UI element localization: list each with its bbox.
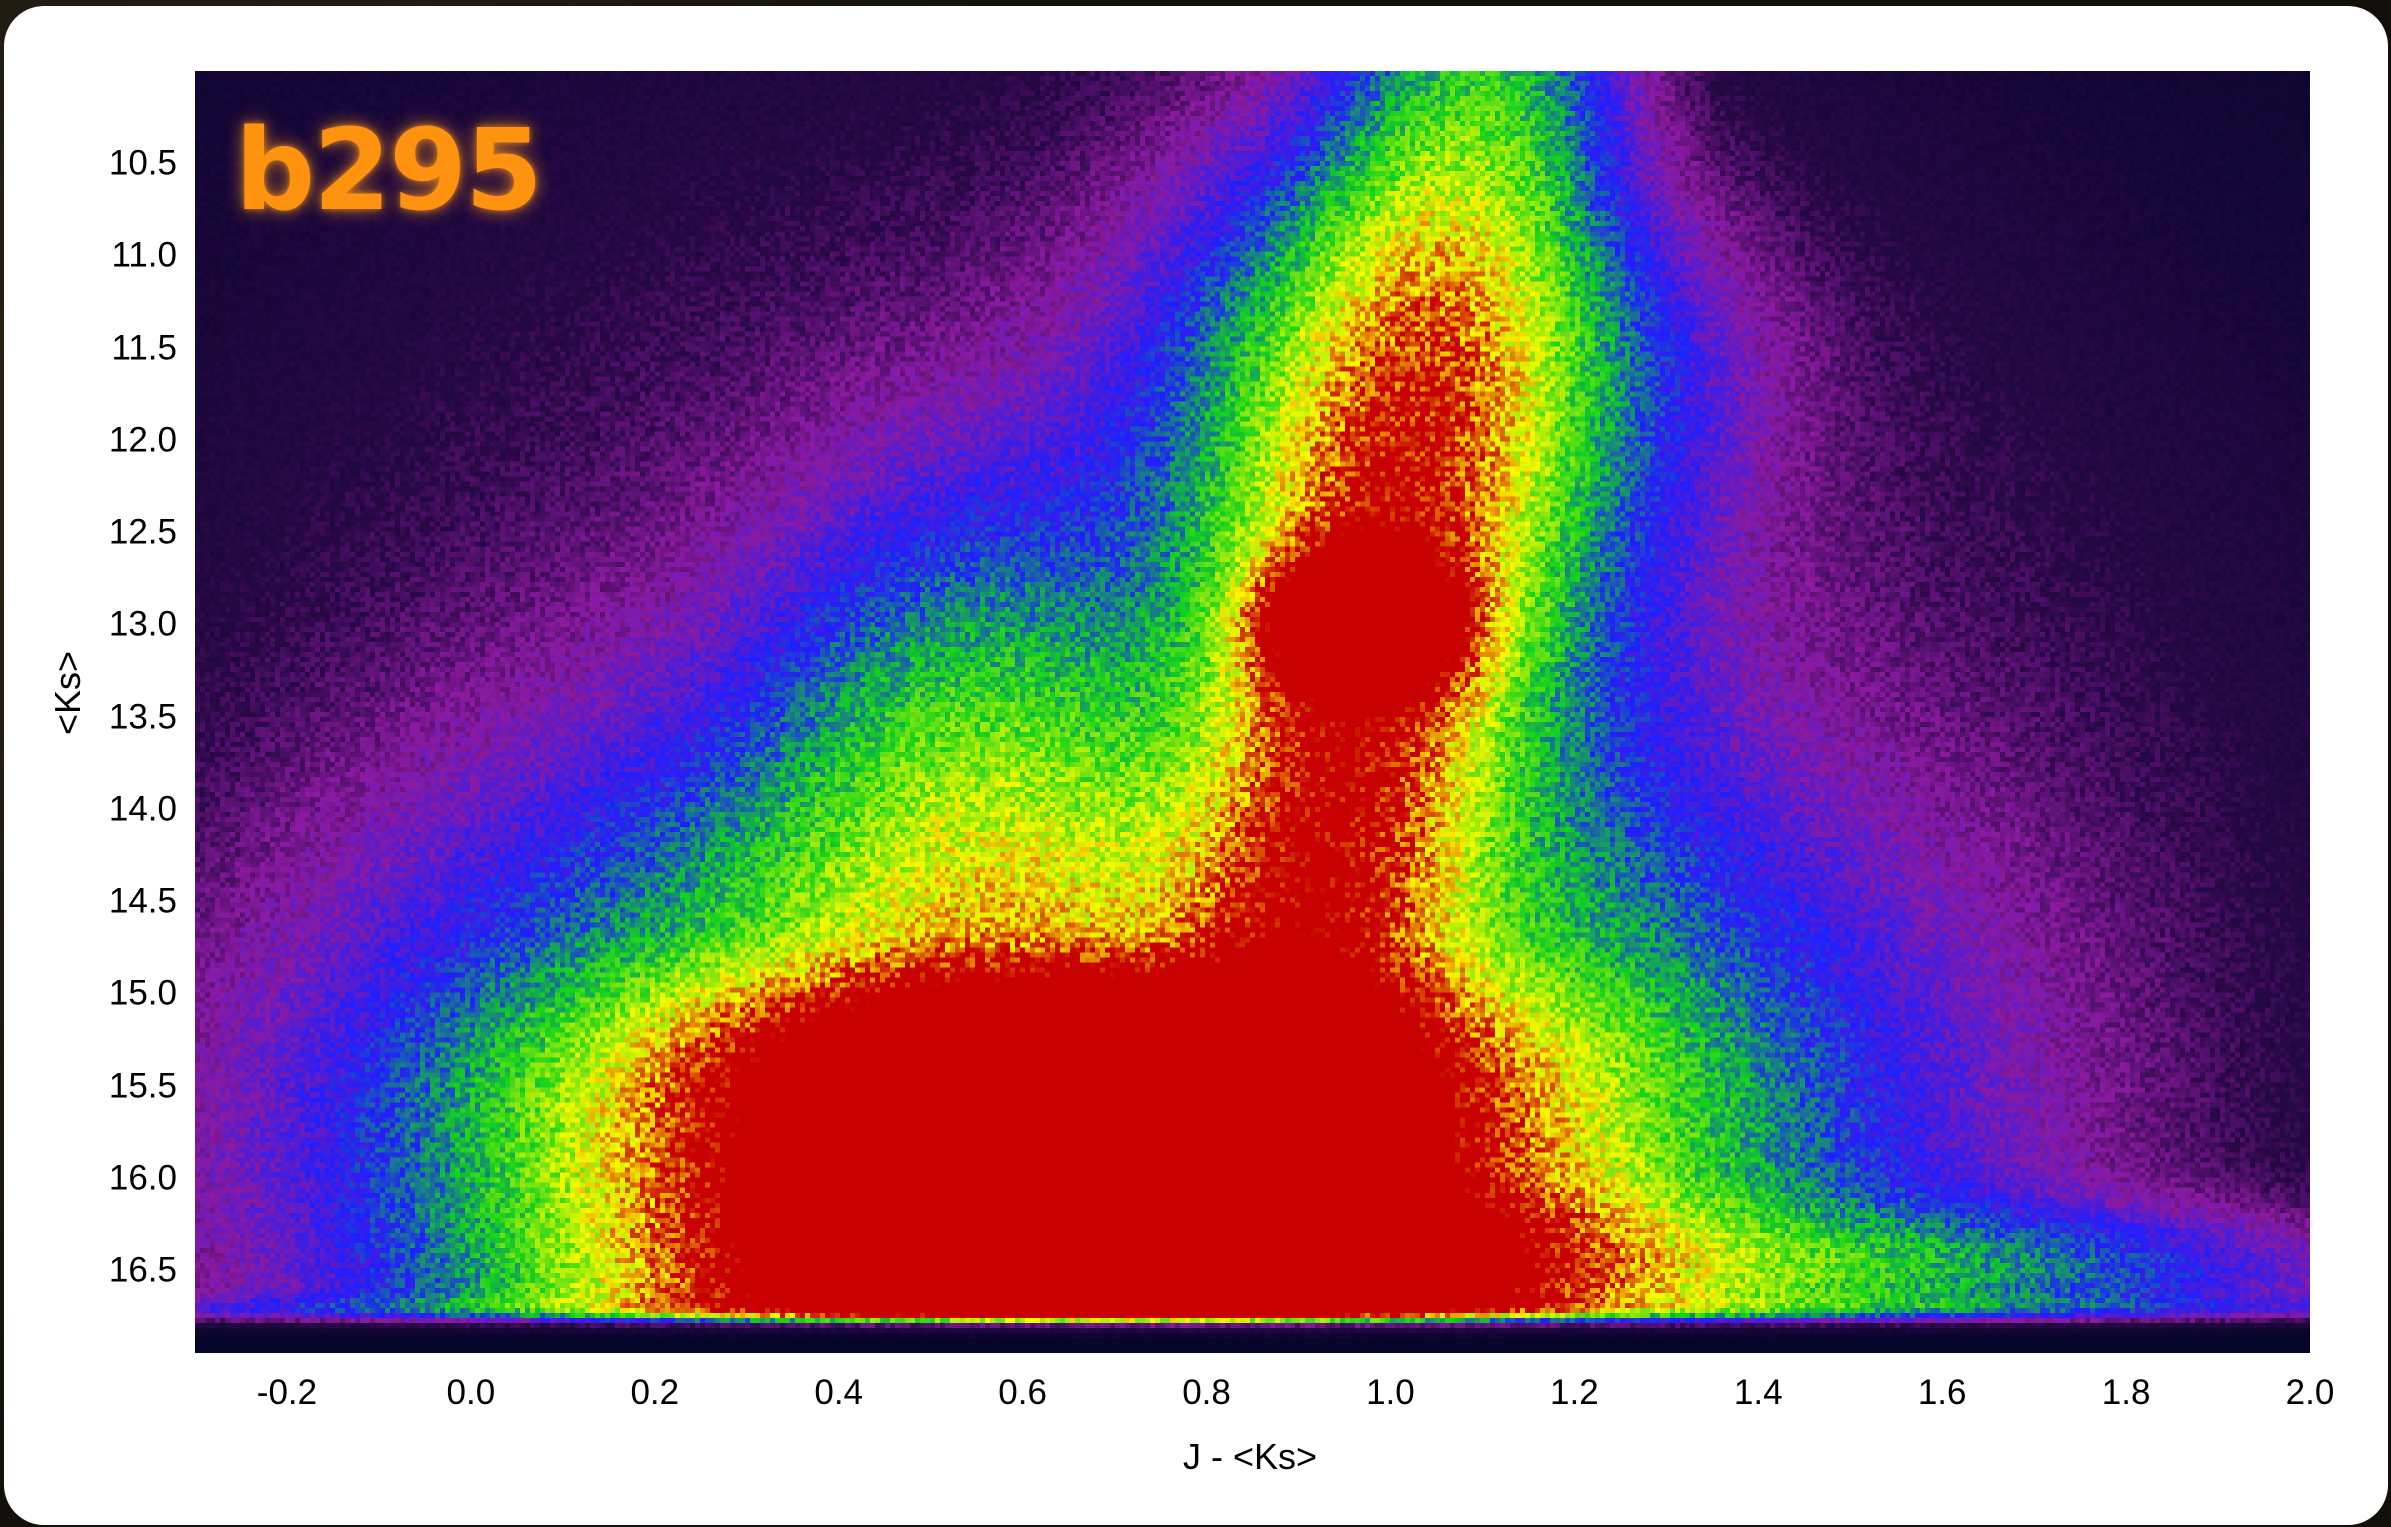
y-axis-label: <Ks> (47, 650, 88, 736)
x-tick-label: 0.8 (1182, 1373, 1231, 1412)
x-tick-label: 1.4 (1733, 1373, 1783, 1412)
plot-area (195, 71, 2310, 1353)
y-tick-label: 15.5 (108, 1066, 177, 1106)
y-tick-label: 12.5 (108, 512, 177, 552)
y-tick-label: 11.5 (111, 328, 177, 368)
x-tick-label: 1.2 (1550, 1373, 1599, 1412)
x-tick-label: 0.0 (446, 1373, 496, 1412)
y-tick-label: 11.0 (111, 235, 177, 275)
y-tick-label: 16.5 (108, 1250, 177, 1290)
y-tick-label: 12.0 (108, 420, 177, 460)
y-tick-label: 13.5 (108, 697, 177, 737)
y-tick-label: 14.0 (108, 789, 177, 829)
x-tick-label: 1.8 (2101, 1373, 2151, 1412)
x-tick-label: 0.6 (998, 1373, 1047, 1412)
y-tick-label: 13.0 (108, 604, 177, 644)
y-tick-label: 14.5 (108, 881, 177, 921)
x-tick-label: 1.6 (1917, 1373, 1967, 1412)
x-tick-label: -0.2 (256, 1373, 318, 1412)
x-tick-label: 0.4 (814, 1373, 864, 1412)
y-tick-label: 16.0 (108, 1158, 177, 1198)
y-tick-label: 15.0 (108, 973, 177, 1013)
x-axis-label: J - <Ks> (1182, 1436, 1318, 1477)
chart-title: b295 (235, 106, 543, 236)
density-heatmap (195, 71, 2310, 1353)
x-tick-label: 0.2 (630, 1373, 680, 1412)
x-tick-label: 1.0 (1366, 1373, 1415, 1412)
y-tick-label: 10.5 (108, 143, 177, 183)
x-tick-label: 2.0 (2285, 1373, 2335, 1412)
